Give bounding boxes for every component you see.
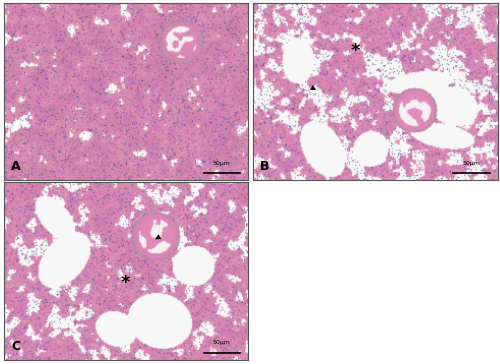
Text: *: *	[121, 274, 130, 292]
Text: B: B	[260, 160, 270, 173]
Text: 50µm: 50µm	[463, 161, 480, 166]
Text: 50µm: 50µm	[213, 340, 231, 345]
Text: C: C	[12, 340, 20, 352]
Text: *: *	[350, 41, 360, 59]
Text: 50µm: 50µm	[213, 161, 231, 166]
Text: A: A	[12, 160, 21, 173]
